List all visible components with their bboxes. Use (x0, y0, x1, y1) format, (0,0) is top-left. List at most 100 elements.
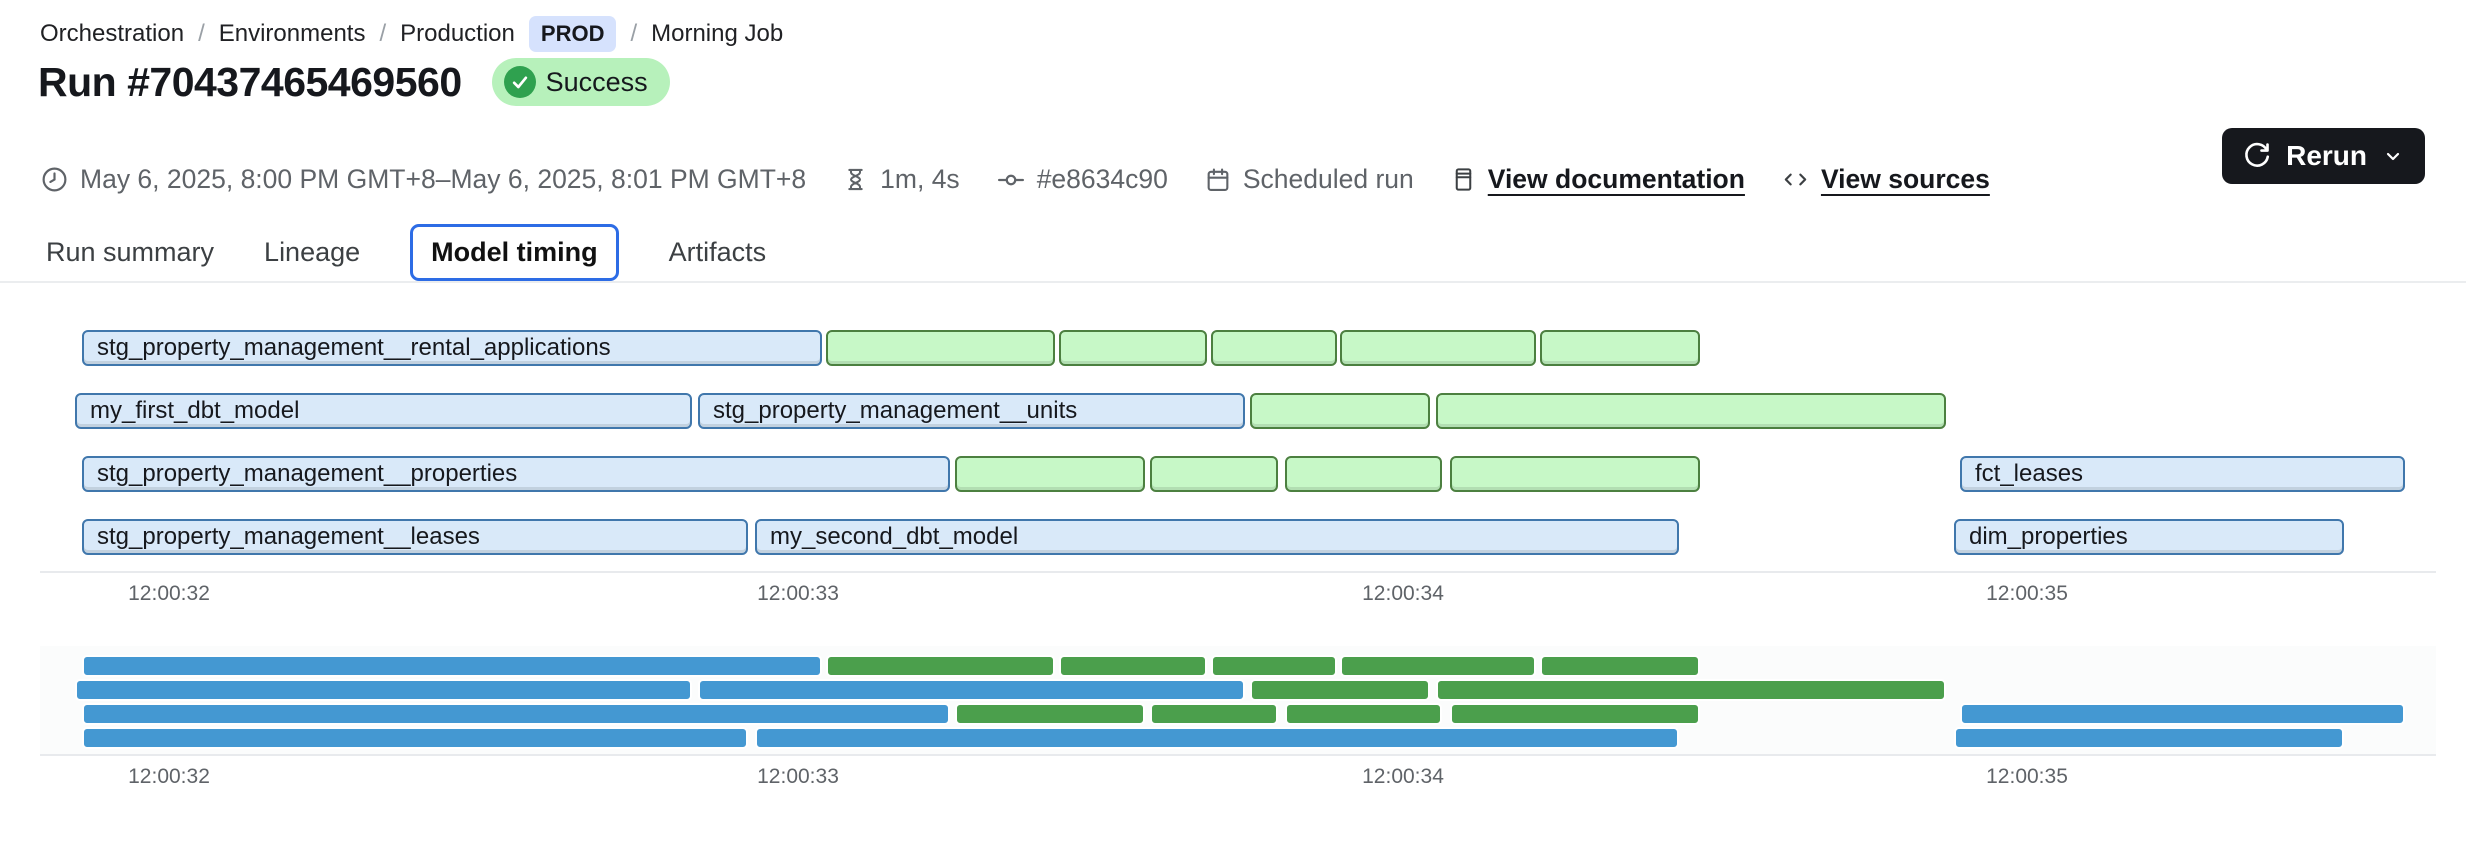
tabs-divider (0, 281, 2466, 283)
gantt-bar-anon-model[interactable] (1540, 330, 1700, 366)
gantt-bar-anon-model[interactable] (1250, 393, 1430, 429)
gantt-bar-anon-model[interactable] (955, 456, 1145, 492)
minimap-bar[interactable] (1340, 655, 1536, 677)
gantt-bar-anon-model[interactable] (1150, 456, 1278, 492)
breadcrumb-morning-job[interactable]: Morning Job (651, 20, 784, 47)
rerun-label: Rerun (2286, 140, 2367, 171)
date-range: May 6, 2025, 8:00 PM GMT+8–May 6, 2025, … (80, 164, 807, 194)
gantt-bar-dim_properties[interactable]: dim_properties (1954, 519, 2344, 555)
hourglass-icon (842, 166, 869, 193)
breadcrumb-orchestration[interactable]: Orchestration (40, 20, 185, 47)
gantt-bar-anon-model[interactable] (1285, 456, 1442, 492)
minimap-bar[interactable] (1150, 703, 1278, 725)
tab-lineage[interactable]: Lineage (264, 237, 361, 267)
meta-trigger: Scheduled run (1204, 164, 1414, 195)
minimap-tick-label: 12:00:32 (128, 765, 210, 788)
minimap-bar[interactable] (826, 655, 1055, 677)
tab-bar: Run summary Lineage Model timing Artifac… (46, 224, 766, 281)
view-documentation-link[interactable]: View documentation (1487, 164, 1745, 194)
gantt-bar-anon-model[interactable] (826, 330, 1055, 366)
axis-tick-label: 12:00:35 (1986, 582, 2068, 605)
gantt-bar-anon-model[interactable] (1340, 330, 1536, 366)
gantt-bar-label: stg_property_management__properties (97, 460, 518, 487)
commit-hash: #e8634c90 (1036, 164, 1168, 194)
page-title: Run #70437465469560 (38, 58, 462, 105)
minimap-bar[interactable] (1211, 655, 1337, 677)
check-icon (503, 66, 536, 98)
rerun-button[interactable]: Rerun (2222, 128, 2425, 184)
main-axis-line (40, 571, 2436, 573)
tab-run-summary[interactable]: Run summary (46, 237, 215, 267)
minimap-tick-label: 12:00:33 (757, 765, 839, 788)
breadcrumb-separator: / (198, 20, 205, 47)
gantt-bar-label: my_second_dbt_model (770, 523, 1019, 550)
duration-value: 1m, 4s (880, 164, 960, 194)
gantt-bar-label: stg_property_management__leases (97, 523, 480, 550)
gantt-bar-stg_property_management__properties[interactable]: stg_property_management__properties (82, 456, 950, 492)
minimap-tick-label: 12:00:35 (1986, 765, 2068, 788)
gantt-bar-my_first_dbt_model[interactable]: my_first_dbt_model (75, 393, 692, 429)
gantt-bar-anon-model[interactable] (1211, 330, 1337, 366)
chevron-down-icon (2381, 144, 2405, 168)
gantt-bar-label: stg_property_management__units (713, 397, 1078, 424)
gantt-bar-stg_property_management__rental_applications[interactable]: stg_property_management__rental_applicat… (82, 330, 822, 366)
minimap-bar[interactable] (1954, 727, 2344, 749)
gantt-bar-stg_property_management__units[interactable]: stg_property_management__units (698, 393, 1245, 429)
refresh-icon (2242, 141, 2272, 171)
gantt-bar-label: dim_properties (1969, 523, 2128, 550)
clock-icon (40, 165, 69, 194)
meta-sources: View sources (1781, 164, 1990, 195)
gantt-bar-label: fct_leases (1975, 460, 2084, 487)
status-label: Success (545, 66, 648, 97)
axis-tick-label: 12:00:33 (757, 582, 839, 605)
minimap-bar[interactable] (1960, 703, 2405, 725)
meta-commit: #e8634c90 (996, 164, 1168, 195)
gantt-bar-stg_property_management__leases[interactable]: stg_property_management__leases (82, 519, 748, 555)
minimap-bar[interactable] (1540, 655, 1700, 677)
status-badge: Success (491, 58, 670, 106)
commit-icon (996, 165, 1026, 195)
minimap-axis-line (40, 754, 2436, 756)
gantt-bar-anon-model[interactable] (1450, 456, 1700, 492)
calendar-icon (1204, 166, 1232, 194)
gantt-bar-fct_leases[interactable]: fct_leases (1960, 456, 2405, 492)
tab-model-timing[interactable]: Model timing (410, 224, 619, 281)
run-meta: May 6, 2025, 8:00 PM GMT+8–May 6, 2025, … (40, 164, 1990, 195)
breadcrumb: Orchestration / Environments / Productio… (40, 16, 783, 52)
code-icon (1781, 165, 1810, 194)
gantt-bar-my_second_dbt_model[interactable]: my_second_dbt_model (755, 519, 1679, 555)
minimap-bar[interactable] (82, 727, 748, 749)
view-sources-link[interactable]: View sources (1820, 164, 1990, 194)
meta-documentation: View documentation (1450, 164, 1745, 195)
gantt-bar-label: my_first_dbt_model (90, 397, 300, 424)
prod-env-badge: PROD (528, 16, 617, 52)
minimap-bar[interactable] (82, 703, 950, 725)
document-icon (1450, 166, 1477, 193)
gantt-bar-anon-model[interactable] (1059, 330, 1207, 366)
breadcrumb-production[interactable]: Production (400, 20, 515, 47)
trigger-label: Scheduled run (1242, 164, 1414, 194)
minimap-bar[interactable] (955, 703, 1145, 725)
axis-tick-label: 12:00:34 (1362, 582, 1444, 605)
minimap-bar[interactable] (1285, 703, 1442, 725)
breadcrumb-environments[interactable]: Environments (218, 20, 366, 47)
meta-duration: 1m, 4s (842, 164, 960, 195)
breadcrumb-separator: / (630, 20, 638, 47)
tab-artifacts[interactable]: Artifacts (668, 237, 767, 267)
breadcrumb-separator: / (379, 20, 387, 47)
minimap-bar[interactable] (1450, 703, 1700, 725)
minimap-tick-label: 12:00:34 (1362, 765, 1444, 788)
gantt-bar-anon-model[interactable] (1436, 393, 1946, 429)
axis-tick-label: 12:00:32 (128, 582, 210, 605)
minimap-bar[interactable] (1436, 679, 1946, 701)
minimap-bar[interactable] (1059, 655, 1207, 677)
meta-dates: May 6, 2025, 8:00 PM GMT+8–May 6, 2025, … (40, 164, 806, 195)
minimap-bar[interactable] (82, 655, 822, 677)
gantt-bar-label: stg_property_management__rental_applicat… (97, 334, 611, 361)
minimap-bar[interactable] (698, 679, 1245, 701)
minimap-bar[interactable] (755, 727, 1679, 749)
minimap-bar[interactable] (75, 679, 692, 701)
minimap-bar[interactable] (1250, 679, 1430, 701)
